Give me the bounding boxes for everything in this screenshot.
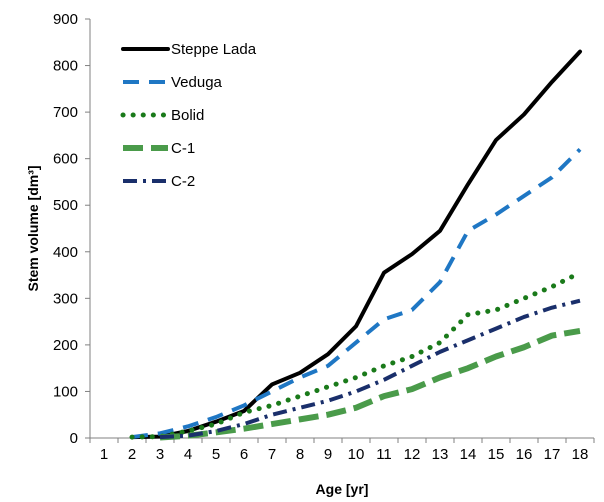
x-tick-label: 14 <box>460 446 477 463</box>
y-tick-label: 600 <box>53 151 78 168</box>
legend-label: Bolid <box>171 107 204 124</box>
y-axis-title: Stem volume [dm³] <box>25 165 41 291</box>
y-tick-label: 400 <box>53 244 78 261</box>
x-tick-label: 1 <box>100 446 108 463</box>
y-tick-label: 500 <box>53 197 78 214</box>
series-line <box>129 270 583 440</box>
y-tick-label: 900 <box>53 11 78 28</box>
series-lines <box>129 49 583 441</box>
x-tick-label: 6 <box>240 446 248 463</box>
y-tick-label: 200 <box>53 337 78 354</box>
legend-label: Veduga <box>171 74 223 91</box>
y-tick-label: 800 <box>53 58 78 75</box>
x-tick-label: 8 <box>296 446 304 463</box>
x-tick-label: 13 <box>432 446 449 463</box>
x-tick-label: 16 <box>516 446 533 463</box>
x-tick-label: 10 <box>348 446 365 463</box>
series-line <box>159 327 581 441</box>
x-tick-label: 4 <box>184 446 192 463</box>
x-tick-label: 11 <box>376 446 392 463</box>
x-tick-label: 2 <box>128 446 136 463</box>
series-line <box>131 147 582 440</box>
y-tick-label: 300 <box>53 290 78 307</box>
series-line <box>130 49 582 440</box>
x-tick-label: 12 <box>404 446 421 463</box>
x-tick-label: 15 <box>488 446 505 463</box>
x-tick-label: 17 <box>544 446 561 463</box>
x-tick-label: 7 <box>268 446 276 463</box>
series-line <box>159 298 581 440</box>
legend-label: C-1 <box>171 140 195 157</box>
y-tick-label: 700 <box>53 104 78 121</box>
legend: Steppe Lada Veduga Bolid C-1 C-2 <box>120 41 257 190</box>
x-tick-label: 3 <box>156 446 164 463</box>
x-tick-label: 9 <box>324 446 332 463</box>
x-axis-title: Age [yr] <box>316 481 369 497</box>
legend-label: C-2 <box>171 173 195 190</box>
legend-label: Steppe Lada <box>171 41 257 58</box>
x-tick-label: 18 <box>572 446 589 463</box>
y-tick-label: 100 <box>53 383 78 400</box>
y-tick-label: 0 <box>70 430 78 447</box>
x-tick-label: 5 <box>212 446 220 463</box>
